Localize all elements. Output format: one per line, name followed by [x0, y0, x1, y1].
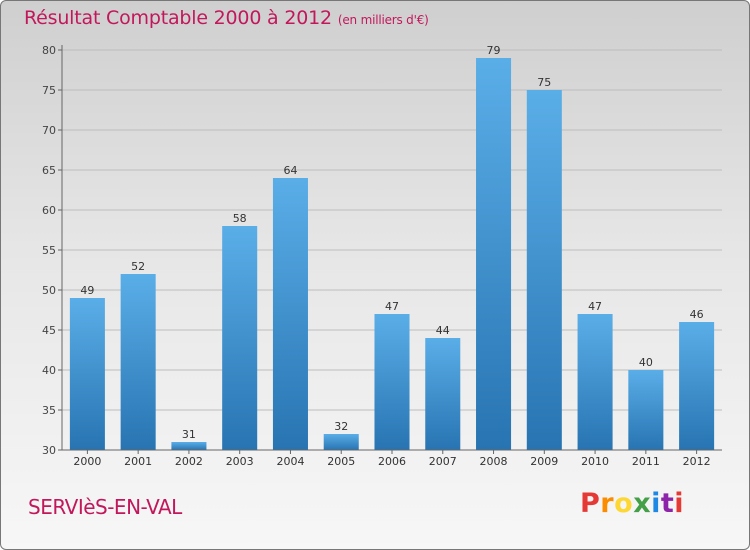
x-tick-label-2012: 2012 [683, 455, 711, 468]
bar-2004 [272, 178, 308, 450]
bar-2001 [120, 274, 156, 450]
data-label-2009: 75 [537, 76, 551, 89]
x-tick-label-2008: 2008 [480, 455, 508, 468]
data-label-2005: 32 [334, 420, 348, 433]
x-tick-label-2007: 2007 [429, 455, 457, 468]
y-tick-label: 50 [42, 284, 56, 297]
y-tick-label: 40 [42, 364, 56, 377]
x-tick-label-2006: 2006 [378, 455, 406, 468]
bar-2010 [577, 314, 613, 450]
y-tick-label: 60 [42, 204, 56, 217]
bar-2009 [526, 90, 562, 450]
data-label-2007: 44 [436, 324, 450, 337]
bar-2008 [476, 58, 512, 450]
data-label-2004: 64 [283, 164, 297, 177]
bar-2006 [374, 314, 410, 450]
chart-title-text: Résultat Comptable 2000 à 2012 [24, 7, 332, 29]
data-label-2008: 79 [487, 44, 501, 57]
y-tick-label: 35 [42, 404, 56, 417]
x-tick-label-2010: 2010 [581, 455, 609, 468]
x-tick-label-2009: 2009 [530, 455, 558, 468]
y-tick-label: 70 [42, 124, 56, 137]
data-label-2001: 52 [131, 260, 145, 273]
y-tick-label: 80 [42, 44, 56, 57]
x-tick-label-2004: 2004 [276, 455, 304, 468]
chart-unit: (en milliers d'€) [337, 13, 429, 27]
x-tick-label-2011: 2011 [632, 455, 660, 468]
bar-2011 [628, 370, 664, 450]
x-tick-label-2000: 2000 [73, 455, 101, 468]
y-tick-label: 55 [42, 244, 56, 257]
data-label-2011: 40 [639, 356, 653, 369]
x-tick-label-2002: 2002 [175, 455, 203, 468]
data-label-2003: 58 [233, 212, 247, 225]
x-tick-label-2005: 2005 [327, 455, 355, 468]
x-tick-label-2001: 2001 [124, 455, 152, 468]
town-name: SERVIèS-EN-VAL [28, 495, 182, 519]
bar-2003 [222, 226, 258, 450]
bar-2007 [425, 338, 461, 450]
chart-title: Résultat Comptable 2000 à 2012 (en millie… [24, 7, 429, 29]
bar-2000 [69, 298, 105, 450]
y-tick-label: 75 [42, 84, 56, 97]
x-tick-label-2003: 2003 [226, 455, 254, 468]
y-tick-label: 65 [42, 164, 56, 177]
y-tick-label: 45 [42, 324, 56, 337]
data-label-2010: 47 [588, 300, 602, 313]
y-tick-label: 30 [42, 444, 56, 457]
data-label-2006: 47 [385, 300, 399, 313]
proxiti-logo[interactable]: Proxiti [580, 488, 685, 519]
data-label-2000: 49 [80, 284, 94, 297]
bar-2002 [171, 442, 207, 450]
bar-2005 [323, 434, 359, 450]
bar-2012 [679, 322, 715, 450]
data-label-2002: 31 [182, 428, 196, 441]
data-label-2012: 46 [690, 308, 704, 321]
